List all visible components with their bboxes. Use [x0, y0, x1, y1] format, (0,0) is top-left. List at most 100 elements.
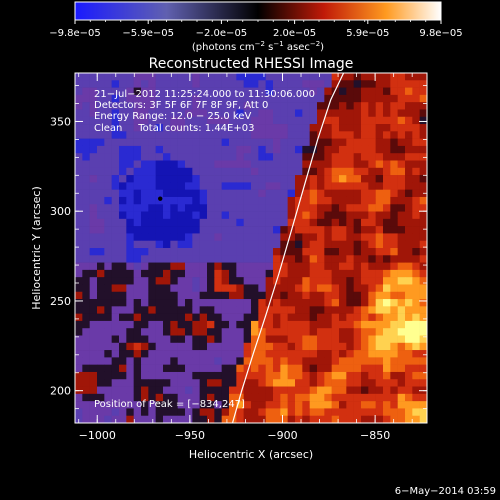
- heatmap-cell: [324, 211, 332, 220]
- heatmap-cell: [111, 204, 120, 212]
- heatmap-cell: [221, 153, 230, 161]
- heatmap-cell: [375, 408, 384, 417]
- heatmap-cell: [368, 94, 376, 103]
- heatmap-cell: [163, 401, 171, 409]
- heatmap-cell: [155, 204, 164, 212]
- heatmap-cell: [170, 138, 178, 147]
- heatmap-cell: [148, 408, 156, 417]
- heatmap-cell: [163, 145, 171, 154]
- heatmap-cell: [133, 116, 142, 125]
- heatmap-cell: [155, 160, 164, 169]
- heatmap-cell: [133, 226, 142, 234]
- heatmap-cell: [229, 124, 237, 132]
- heatmap-cell: [368, 350, 376, 358]
- heatmap-cell: [97, 284, 105, 293]
- heatmap-cell: [75, 320, 83, 329]
- heatmap-cell: [353, 182, 362, 190]
- heatmap-cell: [207, 291, 215, 300]
- heatmap-cell: [126, 401, 134, 409]
- heatmap-cell: [148, 306, 156, 314]
- heatmap-cell: [75, 335, 83, 344]
- heatmap-cell: [405, 269, 413, 278]
- heatmap-cell: [258, 226, 266, 234]
- heatmap-cell: [199, 371, 208, 380]
- heatmap-cell: [185, 415, 193, 423]
- heatmap-cell: [287, 182, 296, 190]
- heatmap-cell: [155, 109, 164, 118]
- heatmap-cell: [280, 175, 288, 183]
- heatmap-cell: [265, 393, 274, 402]
- heatmap-cell: [368, 320, 376, 329]
- heatmap-cell: [258, 189, 266, 198]
- heatmap-cell: [309, 182, 318, 190]
- heatmap-cell: [229, 189, 237, 198]
- heatmap-cell: [390, 80, 398, 88]
- heatmap-cell: [280, 248, 288, 256]
- heatmap-cell: [119, 211, 127, 220]
- heatmap-cell: [309, 371, 318, 380]
- heatmap-cell: [361, 299, 369, 307]
- heatmap-cell: [295, 167, 303, 176]
- heatmap-cell: [353, 80, 362, 88]
- heatmap-cell: [82, 87, 90, 96]
- heatmap-cell: [419, 196, 427, 205]
- heatmap-cell: [390, 357, 398, 365]
- heatmap-cell: [295, 320, 303, 329]
- heatmap-cell: [302, 73, 310, 81]
- heatmap-cell: [390, 248, 398, 256]
- heatmap-cell: [104, 124, 112, 132]
- heatmap-cell: [89, 218, 98, 227]
- heatmap-cell: [148, 138, 156, 147]
- heatmap-cell: [302, 196, 310, 205]
- heatmap-cell: [353, 124, 362, 132]
- heatmap-cell: [104, 255, 112, 263]
- heatmap-cell: [199, 182, 208, 190]
- heatmap-cell: [287, 350, 296, 358]
- heatmap-cell: [287, 320, 296, 329]
- heatmap-cell: [141, 218, 149, 227]
- heatmap-cell: [331, 182, 340, 190]
- heatmap-cell: [243, 284, 252, 293]
- heatmap-cell: [155, 262, 164, 271]
- heatmap-cell: [258, 87, 266, 96]
- heatmap-cell: [287, 160, 296, 169]
- heatmap-cell: [148, 196, 156, 205]
- heatmap-cell: [192, 291, 200, 300]
- heatmap-cell: [331, 138, 340, 147]
- heatmap-cell: [141, 313, 149, 322]
- heatmap-cell: [346, 306, 354, 314]
- heatmap-cell: [97, 262, 105, 271]
- heatmap-cell: [331, 269, 340, 278]
- heatmap-cell: [419, 182, 427, 190]
- heatmap-cell: [236, 299, 244, 307]
- heatmap-cell: [207, 145, 215, 154]
- heatmap-cell: [368, 248, 376, 256]
- heatmap-cell: [390, 371, 398, 380]
- heatmap-cell: [177, 299, 186, 307]
- heatmap-cell: [265, 204, 274, 212]
- heatmap-cell: [324, 87, 332, 96]
- heatmap-cell: [229, 196, 237, 205]
- heatmap-cell: [405, 189, 413, 198]
- heatmap-cell: [412, 313, 420, 322]
- heatmap-cell: [236, 87, 244, 96]
- heatmap-cell: [302, 233, 310, 242]
- heatmap-cell: [111, 262, 120, 271]
- heatmap-cell: [309, 408, 318, 417]
- heatmap-cell: [207, 350, 215, 358]
- heatmap-cell: [243, 342, 252, 351]
- heatmap-cell: [339, 124, 347, 132]
- heatmap-cell: [324, 299, 332, 307]
- heatmap-cell: [82, 167, 90, 176]
- heatmap-cell: [361, 291, 369, 300]
- heatmap-cell: [390, 153, 398, 161]
- heatmap-cell: [339, 379, 347, 387]
- heatmap-cell: [199, 335, 208, 344]
- heatmap-cell: [324, 291, 332, 300]
- heatmap-cell: [185, 277, 193, 285]
- heatmap-cell: [251, 393, 259, 402]
- heatmap-cell: [258, 401, 266, 409]
- heatmap-cell: [119, 401, 127, 409]
- heatmap-cell: [185, 299, 193, 307]
- heatmap-cell: [361, 371, 369, 380]
